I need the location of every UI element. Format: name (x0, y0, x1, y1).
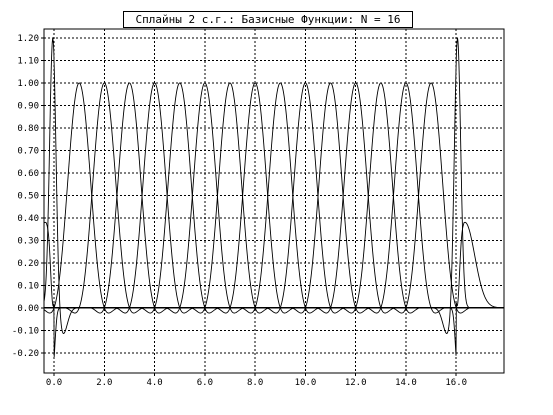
y-tick-label: 0.90 (17, 101, 39, 111)
y-tick-label: 0.80 (17, 124, 39, 134)
x-tick-label: 2.0 (96, 378, 112, 388)
y-tick-label: 0.40 (17, 214, 39, 224)
plot-frame (43, 28, 505, 374)
y-tick-label: 0.20 (17, 259, 39, 269)
x-tick-label: 14.0 (395, 378, 417, 388)
y-tick-label: 1.10 (17, 56, 39, 66)
edge-curve-right-2 (44, 221, 504, 356)
y-tick-label: 0.10 (17, 281, 39, 291)
x-tick-label: 0.0 (46, 378, 62, 388)
y-tick-label: -0.10 (12, 326, 39, 336)
x-tick-label: 16.0 (445, 378, 467, 388)
basis-curve (44, 82, 504, 314)
x-tick-label: 8.0 (247, 378, 263, 388)
y-tick-label: -0.20 (12, 349, 39, 359)
y-tick-label: 0.70 (17, 146, 39, 156)
x-tick-label: 4.0 (146, 378, 162, 388)
x-tick-label: 10.0 (295, 378, 317, 388)
y-tick-label: 0.60 (17, 169, 39, 179)
y-tick-label: 1.00 (17, 79, 39, 89)
y-tick-label: 0.50 (17, 191, 39, 201)
y-tick-label: 0.30 (17, 236, 39, 246)
chart-title: Сплайны 2 с.г.: Базисные Функции: N = 16 (123, 11, 413, 28)
series-group (44, 37, 504, 357)
x-tick-label: 6.0 (197, 378, 213, 388)
y-tick-label: 0.00 (17, 304, 39, 314)
x-tick-label: 12.0 (345, 378, 367, 388)
y-tick-label: 1.20 (17, 34, 39, 44)
